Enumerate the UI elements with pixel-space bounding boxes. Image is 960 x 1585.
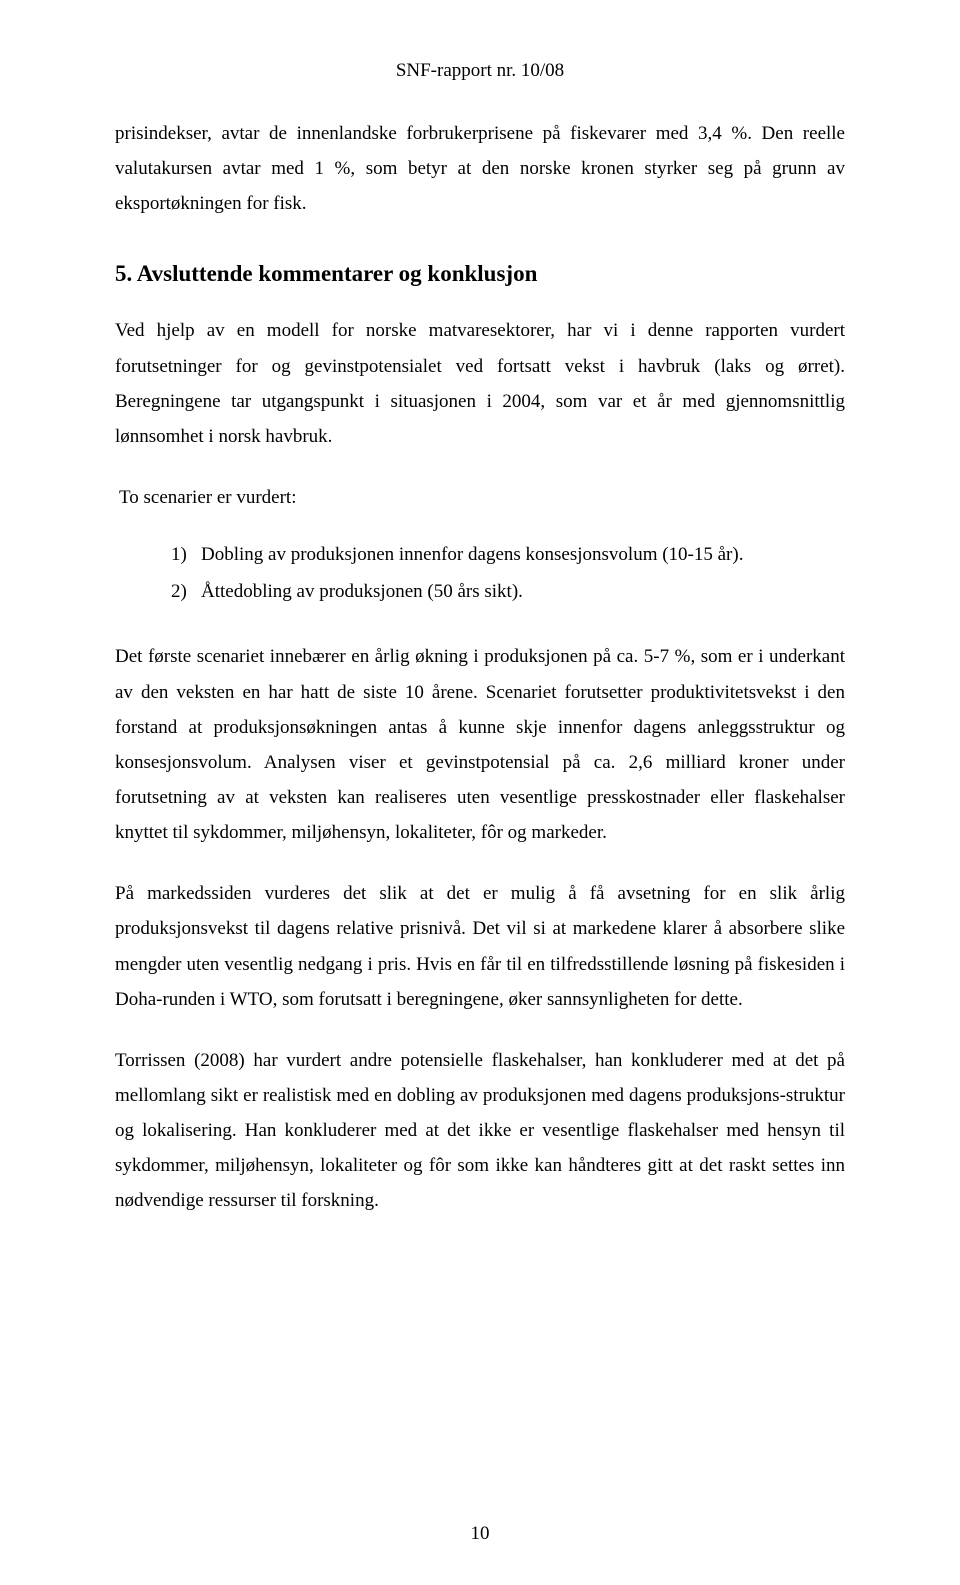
list-item-text: Dobling av produksjonen innenfor dagens … xyxy=(201,537,743,572)
paragraph-market: På markedssiden vurderes det slik at det… xyxy=(115,876,845,1017)
document-page: SNF-rapport nr. 10/08 prisindekser, avta… xyxy=(0,0,960,1585)
scenarios-lead: To scenarier er vurdert: xyxy=(115,480,845,515)
list-item: 2) Åttedobling av produksjonen (50 års s… xyxy=(171,574,845,609)
list-item-text: Åttedobling av produksjonen (50 års sikt… xyxy=(201,574,523,609)
paragraph-scenario-1: Det første scenariet innebærer en årlig … xyxy=(115,639,845,850)
list-item-number: 2) xyxy=(171,574,201,609)
paragraph-torrissen: Torrissen (2008) har vurdert andre poten… xyxy=(115,1043,845,1219)
list-item-number: 1) xyxy=(171,537,201,572)
running-header: SNF-rapport nr. 10/08 xyxy=(115,60,845,82)
page-number: 10 xyxy=(0,1523,960,1545)
scenarios-list: 1) Dobling av produksjonen innenfor dage… xyxy=(115,537,845,609)
paragraph-intro-continuation: prisindekser, avtar de innenlandske forb… xyxy=(115,116,845,221)
paragraph-section-intro: Ved hjelp av en modell for norske matvar… xyxy=(115,313,845,454)
list-item: 1) Dobling av produksjonen innenfor dage… xyxy=(171,537,845,572)
section-heading-5: 5. Avsluttende kommentarer og konklusjon xyxy=(115,261,845,287)
